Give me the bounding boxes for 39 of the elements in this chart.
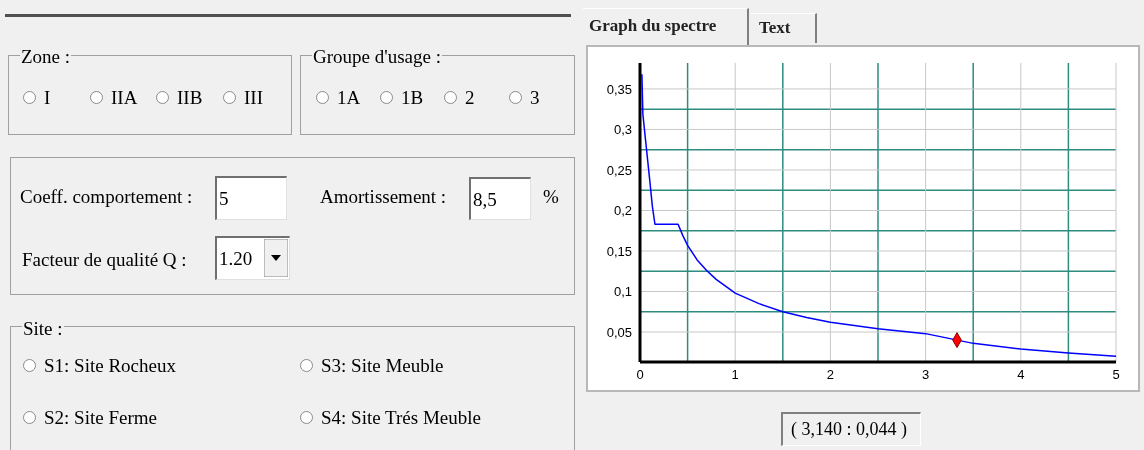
text: S3: Site Meuble xyxy=(321,354,444,378)
text: % xyxy=(543,185,559,209)
text: 2 xyxy=(465,86,475,110)
y-tick-label: 0,35 xyxy=(606,81,632,97)
text: Amortissement : xyxy=(320,185,447,209)
text: 1B xyxy=(401,86,424,110)
y-tick-label: 0,3 xyxy=(613,122,632,138)
dropdown-field: 1.20 xyxy=(215,236,290,280)
tab: Text xyxy=(751,13,817,43)
x-tick-label: 5 xyxy=(1112,367,1120,383)
y-tick-label: 0,15 xyxy=(606,243,632,259)
text: IIB xyxy=(177,86,203,110)
readout-field: ( 3,140 : 0,044 ) xyxy=(781,412,921,446)
y-tick-label: 0,05 xyxy=(606,324,632,340)
line-series xyxy=(641,73,1116,358)
text-field: 5 xyxy=(215,176,287,220)
x-tick-label: 1 xyxy=(731,367,739,383)
text: IIA xyxy=(111,86,138,110)
text-field: 8,5 xyxy=(469,177,531,220)
text: Site : xyxy=(22,317,64,341)
x-tick-label: 4 xyxy=(1017,367,1025,383)
x-tick-label: 3 xyxy=(921,367,930,383)
text: Facteur de qualité Q : xyxy=(22,248,187,272)
y-tick-label: 0,1 xyxy=(613,284,632,300)
x-tick-label: 0 xyxy=(636,367,644,383)
text: 1A xyxy=(337,86,361,110)
y-tick-label: 0,25 xyxy=(606,162,632,178)
text: 3 xyxy=(530,86,540,110)
text: S4: Site Trés Meuble xyxy=(321,406,481,430)
text: Groupe d'usage : xyxy=(312,45,442,69)
text: S2: Site Ferme xyxy=(44,406,157,430)
tab: Graph du spectre xyxy=(583,8,749,46)
text: Zone : xyxy=(20,45,72,69)
text: I xyxy=(44,86,51,110)
text: Coeff. comportement : xyxy=(20,185,193,209)
text: III xyxy=(244,86,263,110)
y-tick-label: 0,2 xyxy=(613,203,632,219)
x-tick-label: 2 xyxy=(826,367,835,383)
text: S1: Site Rocheux xyxy=(44,354,176,378)
